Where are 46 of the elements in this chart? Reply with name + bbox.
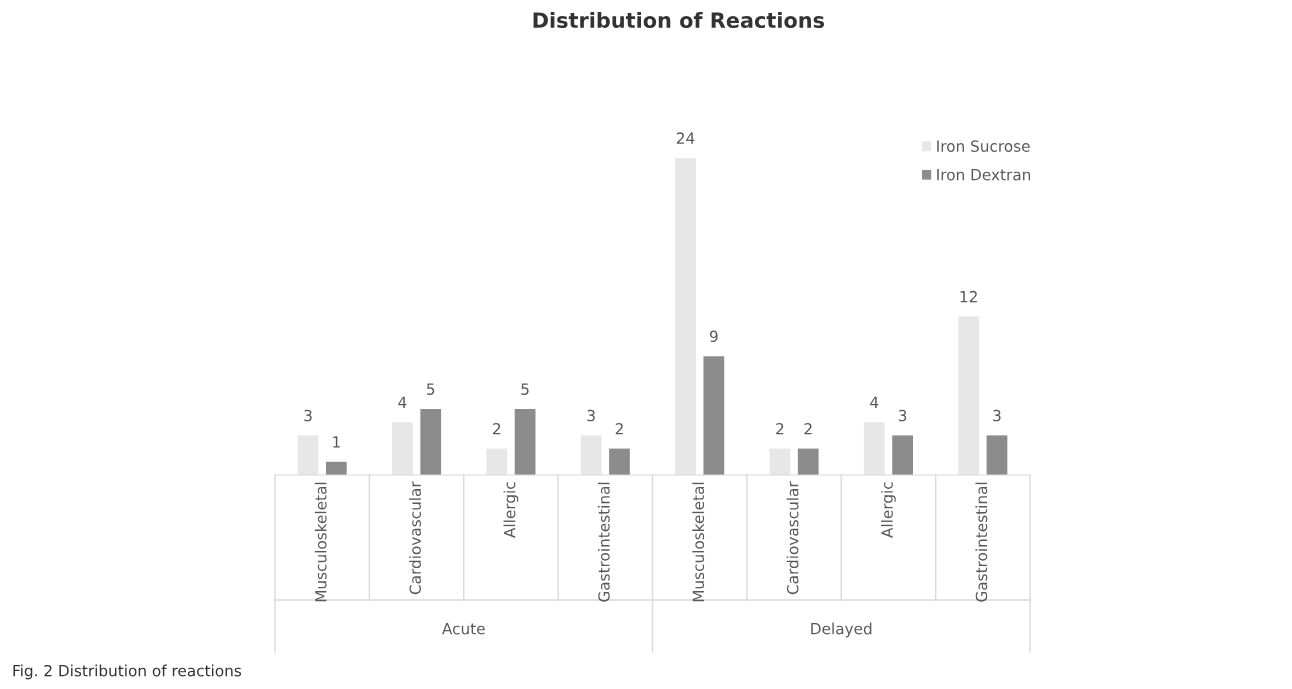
data-label: 5 bbox=[427, 383, 435, 395]
data-label: 12 bbox=[960, 290, 977, 303]
data-label: 2 bbox=[615, 422, 623, 435]
legend-label: Iron Sucrose bbox=[937, 140, 1030, 152]
data-label: 5 bbox=[521, 383, 529, 395]
bar bbox=[769, 448, 791, 475]
x-tick-label: Gastrointestinal bbox=[597, 482, 610, 602]
bar bbox=[486, 448, 508, 475]
x-tick-label: Allergic bbox=[503, 482, 519, 538]
text: Acute bbox=[442, 623, 485, 635]
x-tick-label: Cardiovascular bbox=[786, 481, 799, 595]
bar bbox=[325, 461, 347, 475]
legend-label: Iron Dextran bbox=[937, 169, 1031, 181]
data-label: 3 bbox=[587, 409, 595, 422]
x-tick-label: Gastrointestinal bbox=[975, 482, 988, 602]
x-tick-label: Musculoskeletal bbox=[314, 482, 327, 602]
bar bbox=[863, 422, 885, 475]
bar bbox=[420, 408, 442, 475]
x-tick-label: Allergic bbox=[881, 482, 896, 538]
data-label: 4 bbox=[398, 396, 407, 408]
data-label: 3 bbox=[304, 409, 312, 422]
bar bbox=[297, 435, 319, 475]
caption: Fig. 2 Distribution of reactions bbox=[13, 664, 242, 680]
x-tick-label: Cardiovascular bbox=[409, 481, 421, 595]
bar bbox=[675, 158, 696, 475]
bar bbox=[580, 435, 602, 475]
bar bbox=[892, 435, 913, 475]
data-label: 2 bbox=[493, 422, 501, 435]
chart-title: Distribution of Reactions bbox=[533, 11, 825, 29]
data-label: 9 bbox=[709, 330, 718, 343]
data-label: 1 bbox=[333, 436, 340, 448]
bar bbox=[797, 448, 819, 475]
bar bbox=[958, 316, 980, 475]
bar bbox=[609, 448, 630, 475]
bar bbox=[986, 435, 1008, 475]
bar bbox=[703, 356, 725, 475]
x-tick-label: Musculoskeletal bbox=[692, 482, 705, 602]
data-label: 2 bbox=[776, 422, 784, 435]
data-label: 2 bbox=[804, 422, 812, 435]
bar bbox=[514, 408, 536, 475]
text: Delayed bbox=[811, 622, 872, 638]
data-label: 3 bbox=[898, 409, 907, 422]
data-label: 4 bbox=[870, 396, 879, 408]
data-label: 3 bbox=[993, 409, 1001, 422]
bar bbox=[392, 422, 413, 475]
data-label: 24 bbox=[676, 132, 695, 144]
